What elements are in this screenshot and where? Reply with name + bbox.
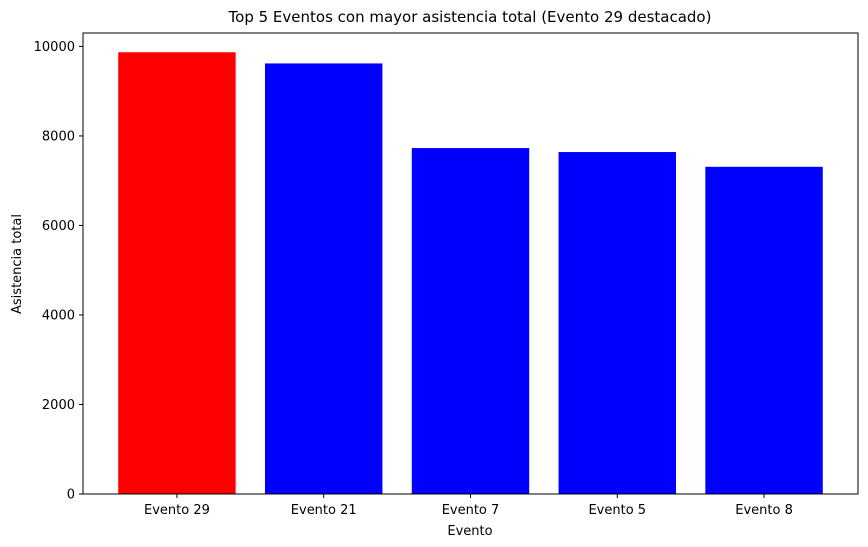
x-tick-label: Evento 21 [291,503,357,518]
bar-evento-8 [705,166,823,494]
x-tick-label: Evento 7 [442,503,500,518]
x-axis-label: Evento [447,524,492,539]
x-tick-label: Evento 8 [735,503,793,518]
x-axis: Evento 29 Evento 21 Evento 7 Evento 5 Evento… [144,494,793,518]
y-tick-label: 8000 [42,129,75,144]
y-tick-label: 2000 [42,398,75,413]
bar-evento-5 [558,152,676,495]
plot-frame [82,32,859,495]
y-tick-label: 4000 [42,308,75,323]
x-tick-label: Evento 29 [144,503,210,518]
y-axis-label: Asistencia total [10,214,25,314]
bar-evento-7 [411,148,530,494]
plot-area [118,52,823,495]
x-tick-label: Evento 5 [588,503,646,518]
y-axis: 0 2000 4000 6000 8000 10000 [34,40,83,503]
bar-evento-21 [265,63,383,495]
chart-title: Top 5 Eventos con mayor asistencia total… [228,8,712,26]
y-tick-label: 0 [67,488,75,503]
y-tick-label: 10000 [34,40,75,55]
bar-evento-29 [118,52,236,494]
y-tick-label: 6000 [42,219,75,234]
